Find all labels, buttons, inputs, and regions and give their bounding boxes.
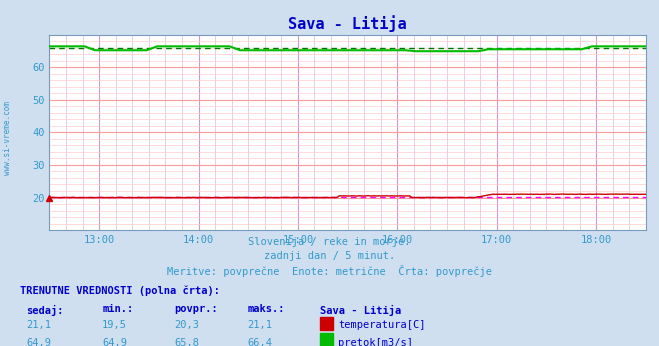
Text: 64,9: 64,9 (102, 338, 127, 346)
Text: 65,8: 65,8 (175, 338, 200, 346)
Text: povpr.:: povpr.: (175, 304, 218, 315)
Text: 66,4: 66,4 (247, 338, 272, 346)
Text: Sava - Litija: Sava - Litija (320, 304, 401, 316)
Text: min.:: min.: (102, 304, 133, 315)
Text: Meritve: povprečne  Enote: metrične  Črta: povprečje: Meritve: povprečne Enote: metrične Črta:… (167, 265, 492, 277)
Text: pretok[m3/s]: pretok[m3/s] (338, 338, 413, 346)
Text: 21,1: 21,1 (26, 320, 51, 330)
Text: zadnji dan / 5 minut.: zadnji dan / 5 minut. (264, 251, 395, 261)
Text: maks.:: maks.: (247, 304, 285, 315)
Text: TRENUTNE VREDNOSTI (polna črta):: TRENUTNE VREDNOSTI (polna črta): (20, 285, 219, 296)
Text: temperatura[C]: temperatura[C] (338, 320, 426, 330)
Text: 21,1: 21,1 (247, 320, 272, 330)
Text: sedaj:: sedaj: (26, 304, 64, 316)
Text: 19,5: 19,5 (102, 320, 127, 330)
Text: 64,9: 64,9 (26, 338, 51, 346)
Text: 20,3: 20,3 (175, 320, 200, 330)
Title: Sava - Litija: Sava - Litija (288, 15, 407, 32)
Text: Slovenija / reke in morje.: Slovenija / reke in morje. (248, 237, 411, 247)
Text: www.si-vreme.com: www.si-vreme.com (3, 101, 12, 175)
